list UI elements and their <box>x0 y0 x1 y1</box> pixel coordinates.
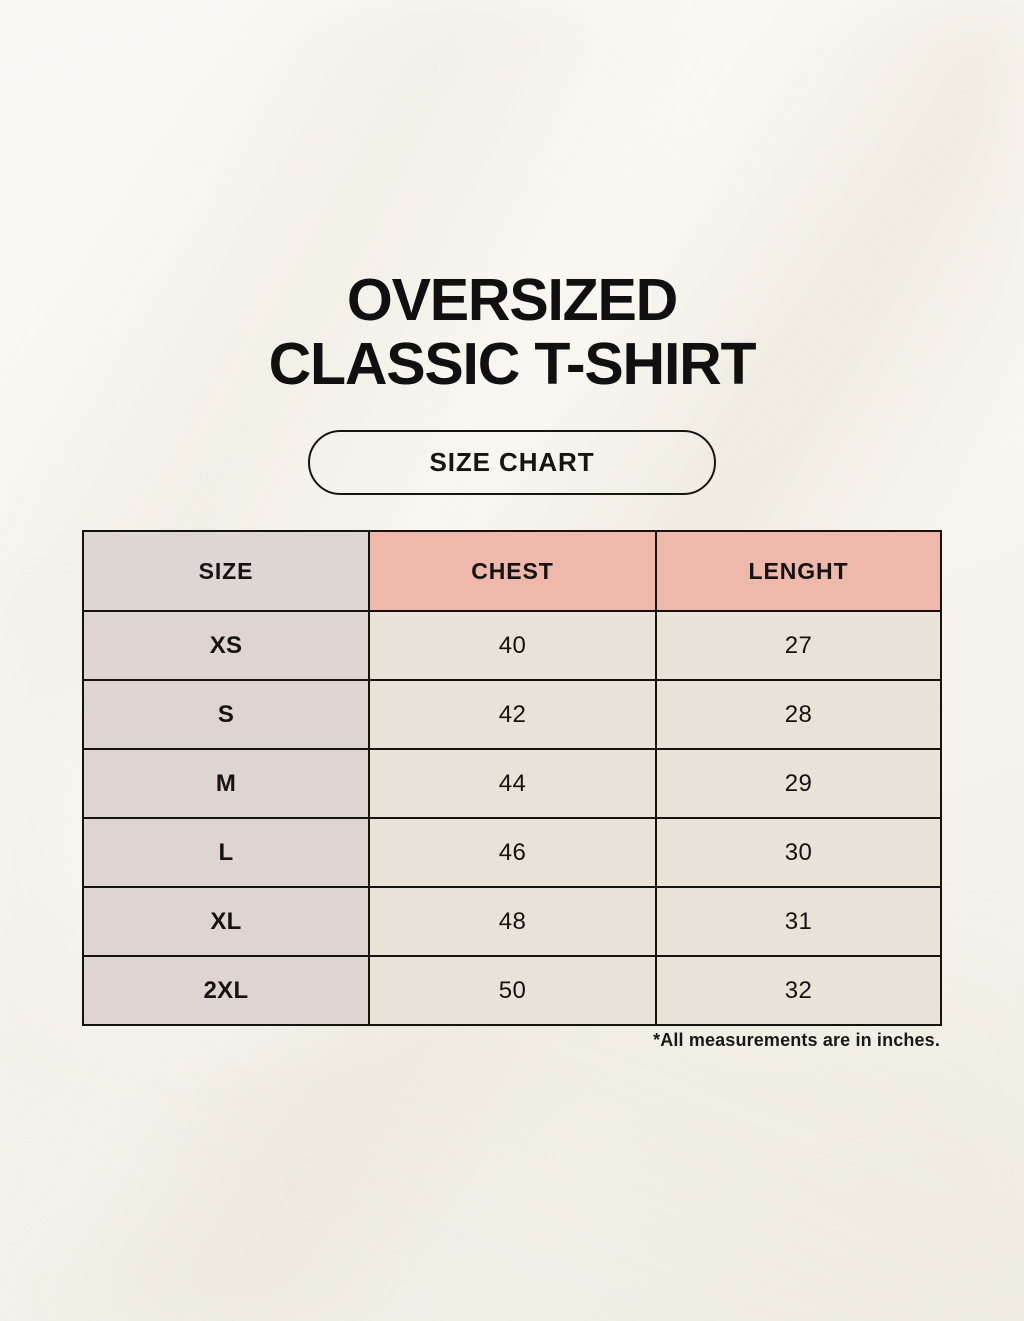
cell-length: 28 <box>655 679 942 750</box>
table-row: XL 48 31 <box>82 886 942 957</box>
cell-size: XS <box>82 610 370 681</box>
cell-length: 29 <box>655 748 942 819</box>
cell-size: M <box>82 748 370 819</box>
cell-chest: 50 <box>368 955 657 1026</box>
size-chart-table: SIZE CHEST LENGHT XS 40 27 S 42 28 M <box>82 530 942 1026</box>
column-header-length: LENGHT <box>655 530 942 612</box>
cell-size: XL <box>82 886 370 957</box>
cell-length: 32 <box>655 955 942 1026</box>
cell-chest: 40 <box>368 610 657 681</box>
cell-chest: 48 <box>368 886 657 957</box>
table-body: XS 40 27 S 42 28 M 44 29 L 46 30 <box>82 610 942 1026</box>
table-row: XS 40 27 <box>82 610 942 681</box>
size-chart-badge: SIZE CHART <box>308 430 716 495</box>
cell-size: S <box>82 679 370 750</box>
cell-size: L <box>82 817 370 888</box>
title-line-one: OVERSIZED <box>346 267 678 333</box>
cell-size: 2XL <box>82 955 370 1026</box>
column-header-size: SIZE <box>82 530 370 612</box>
table-row: L 46 30 <box>82 817 942 888</box>
cell-chest: 44 <box>368 748 657 819</box>
cell-length: 27 <box>655 610 942 681</box>
size-chart-badge-label: SIZE CHART <box>429 447 595 477</box>
cell-length: 31 <box>655 886 942 957</box>
page-title: OVERSIZED CLASSIC T-SHIRT <box>0 267 1024 397</box>
size-chart-table-wrapper: SIZE CHEST LENGHT XS 40 27 S 42 28 M <box>82 530 942 1026</box>
table-row: 2XL 50 32 <box>82 955 942 1026</box>
table-header-row: SIZE CHEST LENGHT <box>82 530 942 612</box>
cell-chest: 46 <box>368 817 657 888</box>
title-line-two: CLASSIC T-SHIRT <box>268 331 757 397</box>
table-header: SIZE CHEST LENGHT <box>82 530 942 612</box>
measurement-units-note: *All measurements are in inches. <box>653 1030 940 1050</box>
cell-length: 30 <box>655 817 942 888</box>
table-row: S 42 28 <box>82 679 942 750</box>
column-header-chest: CHEST <box>368 530 657 612</box>
table-row: M 44 29 <box>82 748 942 819</box>
cell-chest: 42 <box>368 679 657 750</box>
